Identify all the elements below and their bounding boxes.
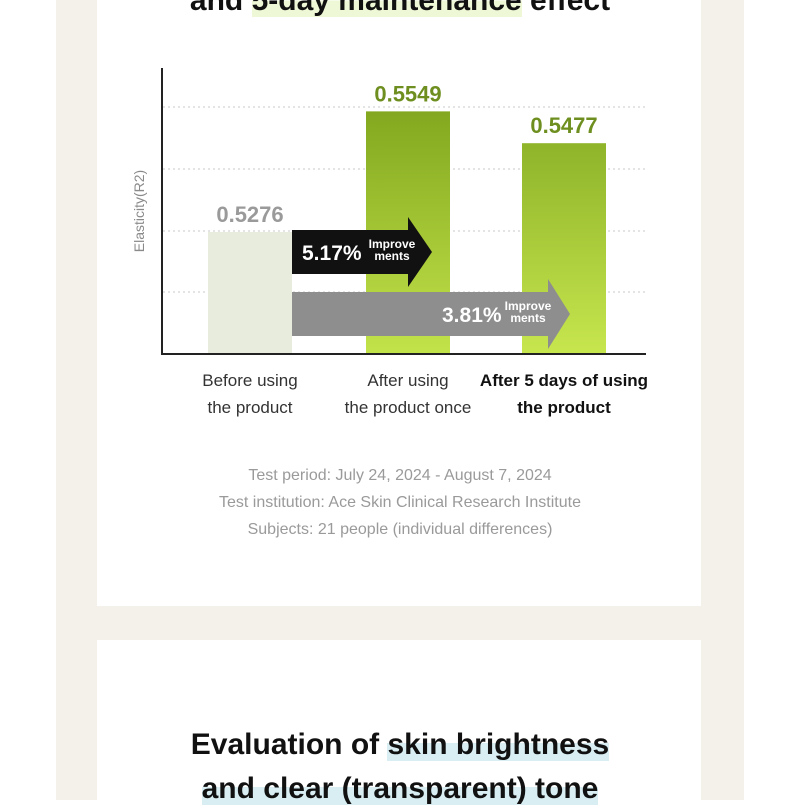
bar-value-label: 0.5549 <box>374 81 441 106</box>
x-tick-label-line: After 5 days of using <box>479 371 649 390</box>
x-tick-label-line: the product <box>517 398 611 417</box>
x-tick-label-line: the product <box>207 398 293 417</box>
improvement-value: 5.17% <box>302 242 362 265</box>
x-tick-label-2: After using the product once <box>308 367 508 421</box>
improvement-value: 3.81% <box>442 304 502 327</box>
test-subjects: Subjects: 21 people (individual differen… <box>247 521 553 538</box>
improvement-label: ments <box>510 311 546 325</box>
improvement-arrow-1 <box>292 217 432 287</box>
brightness-title-highlight: skin brightness <box>387 728 610 761</box>
brightness-title-highlight-2: and clear (transparent) tone <box>201 772 599 805</box>
test-period: Test period: July 24, 2024 - August 7, 2… <box>248 467 552 484</box>
improvement-arrow-2 <box>292 279 570 349</box>
x-tick-label-line: the product once <box>344 398 472 417</box>
improvement-label: Improve <box>369 237 416 251</box>
bar-value-label: 0.5477 <box>530 113 597 138</box>
improvement-label: Improve <box>505 299 552 313</box>
brightness-title-line-1: Evaluation of skin brightness <box>0 728 800 762</box>
test-info: Test period: July 24, 2024 - August 7, 2… <box>0 462 800 543</box>
y-axis-label: Elasticity(R2) <box>131 170 147 252</box>
x-tick-label-line: Before using <box>202 371 298 390</box>
x-tick-label-3: After 5 days of using the product <box>464 367 664 421</box>
bar-value-label: 0.5276 <box>216 202 283 227</box>
title-rest: effect <box>521 0 611 17</box>
x-tick-label-line: After using <box>367 371 449 390</box>
title-plain: and <box>189 0 252 17</box>
bar-1 <box>208 232 292 354</box>
brightness-title-line-2: and clear (transparent) tone <box>0 772 800 806</box>
brightness-title-plain: Evaluation of <box>190 728 388 761</box>
test-institution: Test institution: Ace Skin Clinical Rese… <box>219 494 581 511</box>
title-highlight: 5-day maintenance <box>251 0 522 17</box>
section-title: and 5-day maintenance effect <box>0 0 800 18</box>
improvement-label: ments <box>374 249 410 263</box>
x-tick-label-1: Before using the product <box>150 367 350 421</box>
